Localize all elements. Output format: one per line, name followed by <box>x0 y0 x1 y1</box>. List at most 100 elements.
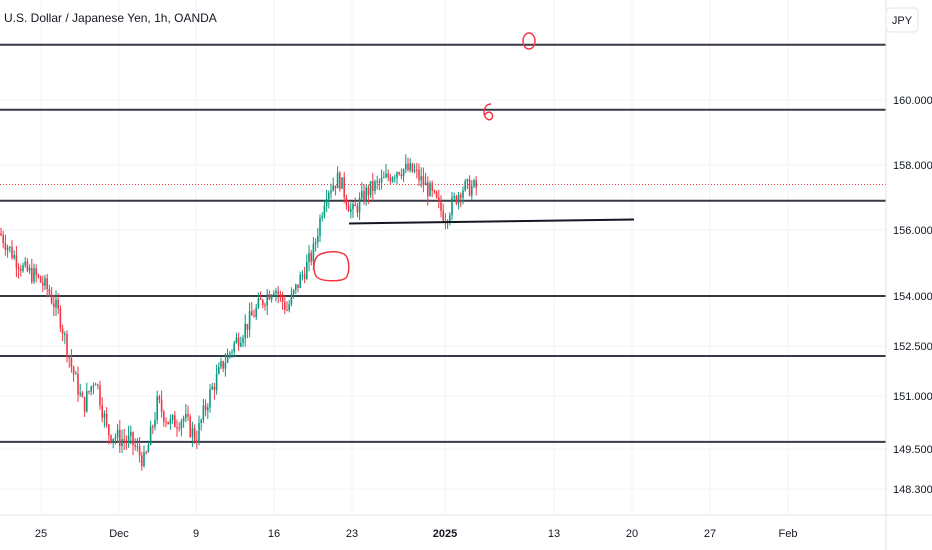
candle-body <box>83 396 86 412</box>
candle-body <box>336 172 339 189</box>
candle-body <box>281 294 284 303</box>
candle-body <box>178 427 180 429</box>
x-tick-label: 9 <box>193 528 199 540</box>
candle-body <box>94 384 97 386</box>
y-tick-label: 148.300 <box>893 484 932 496</box>
candle-body <box>64 333 66 335</box>
candle-body <box>413 169 416 172</box>
candle-body <box>321 216 323 218</box>
candle-body <box>92 385 95 387</box>
candle-body <box>11 246 13 259</box>
y-tick-label: 160.000 <box>893 95 932 107</box>
candle-body <box>402 169 405 177</box>
candle-body <box>354 204 356 207</box>
candle-body <box>295 284 297 290</box>
candle-body <box>231 351 233 353</box>
candle-body <box>46 278 48 290</box>
candle-body <box>380 177 383 183</box>
candle-body <box>442 210 444 222</box>
candle-body <box>55 299 57 308</box>
candle-body <box>90 386 92 392</box>
candle-body <box>198 422 200 443</box>
currency-label: JPY <box>892 15 913 27</box>
candle-body <box>152 426 154 428</box>
candle-body <box>171 415 174 420</box>
candle-body <box>396 172 398 178</box>
candle-body <box>226 353 229 363</box>
candle-body <box>405 163 407 170</box>
candle-body <box>387 173 389 178</box>
candle-body <box>99 385 101 406</box>
candle-body <box>411 163 414 172</box>
candle-body <box>145 452 147 454</box>
candle-body <box>424 182 427 186</box>
annotation-circle <box>522 32 536 50</box>
candle-body <box>79 392 81 395</box>
candle-body <box>457 194 460 204</box>
candle-body <box>262 299 264 306</box>
candle-body <box>163 411 165 422</box>
currency-button[interactable]: JPY <box>885 7 919 33</box>
candle-body <box>59 308 62 329</box>
candle-body <box>433 190 436 192</box>
hand-drawn-annotations <box>313 32 536 282</box>
candle-body <box>358 197 361 213</box>
candle-body <box>301 274 304 276</box>
candle-body <box>255 307 257 317</box>
grid <box>0 0 886 515</box>
candle-body <box>339 172 341 189</box>
x-tick-label: 25 <box>35 528 47 540</box>
x-tick-label: 13 <box>548 528 560 540</box>
candle-body <box>288 304 290 311</box>
candle-body <box>193 428 196 441</box>
candle-body <box>112 438 114 442</box>
candle-body <box>240 342 242 347</box>
candle-body <box>233 342 235 352</box>
x-tick-label: 16 <box>268 528 280 540</box>
candle-body <box>449 215 451 222</box>
candle-body <box>369 181 372 195</box>
y-tick-label: 152.500 <box>893 341 932 353</box>
candle-body <box>158 396 161 400</box>
candle-body <box>48 289 51 295</box>
candle-body <box>9 246 11 248</box>
horizontal-levels <box>0 43 886 443</box>
candle-body <box>53 303 55 308</box>
trendline-segment <box>348 218 635 225</box>
candle-body <box>383 177 385 179</box>
candle-body <box>207 407 209 411</box>
candle-body <box>123 439 125 441</box>
candle-body <box>222 361 224 369</box>
candle-body <box>35 268 37 275</box>
candle-body <box>347 205 350 212</box>
candle-body <box>97 384 99 386</box>
trendline <box>348 218 635 225</box>
candle-body <box>108 424 110 436</box>
candle-body <box>143 452 145 467</box>
candle-body <box>182 418 185 422</box>
candle-body <box>431 183 433 191</box>
x-tick-label: 23 <box>346 528 358 540</box>
candle-body <box>191 428 194 437</box>
candle-body <box>310 252 312 262</box>
candle-body <box>440 200 442 211</box>
candle-body <box>156 396 158 420</box>
candle-body <box>105 413 108 425</box>
candle-body <box>268 294 271 300</box>
candle-body <box>169 419 172 425</box>
candle-body <box>229 352 231 354</box>
candle-body <box>350 209 352 212</box>
candle-body <box>215 373 218 391</box>
candle-body <box>57 299 59 309</box>
candle-body <box>325 199 328 206</box>
candle-body <box>24 261 26 266</box>
candle-body <box>136 446 139 448</box>
candle-body <box>334 185 337 189</box>
candle-body <box>257 298 260 308</box>
candle-body <box>138 446 141 456</box>
candle-body <box>242 337 244 343</box>
y-tick-label: 158.000 <box>893 160 932 172</box>
candle-body <box>251 311 253 316</box>
candle-body <box>422 176 425 186</box>
